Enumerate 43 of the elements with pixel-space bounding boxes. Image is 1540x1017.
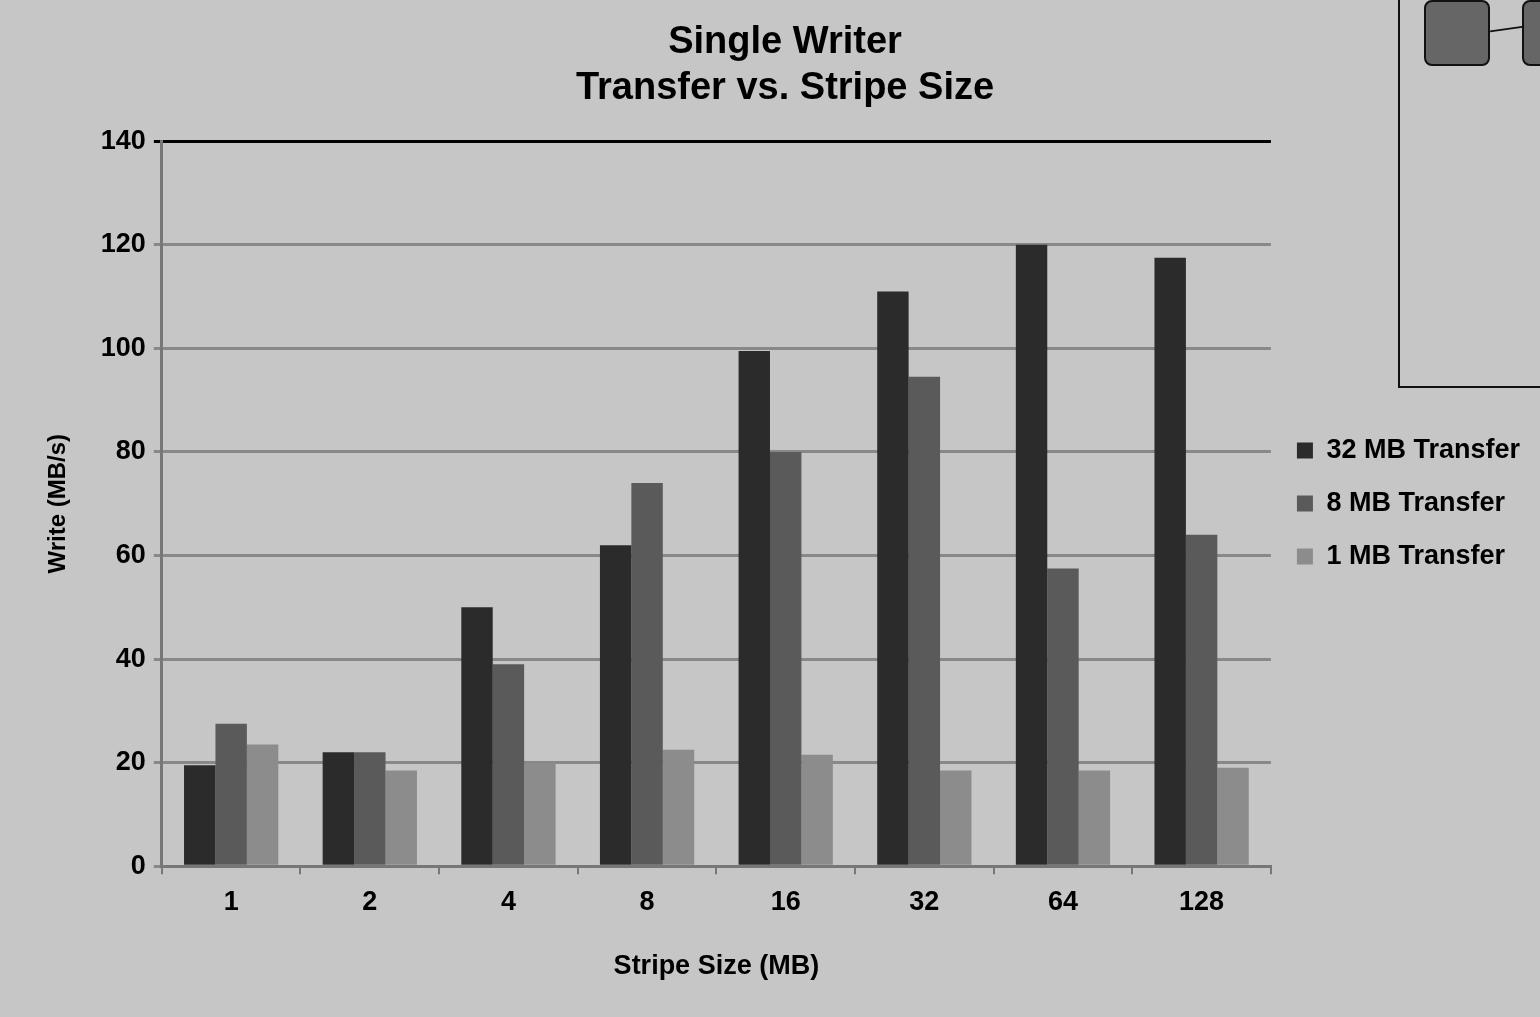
y-tick-label: 100 xyxy=(100,331,146,362)
x-tick-label: 2 xyxy=(362,885,378,916)
y-tick-label: 20 xyxy=(115,746,146,777)
bar xyxy=(1015,244,1048,865)
x-tick-label: 32 xyxy=(909,885,940,916)
x-tick-label: 4 xyxy=(500,885,516,916)
x-axis-title: Stripe Size (MB) xyxy=(613,950,820,981)
x-tick-label: 1 xyxy=(223,885,239,916)
legend-label: 32 MB Transfer xyxy=(1326,433,1521,464)
bar xyxy=(1217,767,1249,865)
bar xyxy=(385,770,417,865)
y-tick-label: 60 xyxy=(115,538,146,569)
text: Transfer vs. Stripe Size xyxy=(575,64,995,107)
bar xyxy=(354,752,386,865)
legend-label: 1 MB Transfer xyxy=(1326,539,1506,570)
y-tick-label: 80 xyxy=(115,435,146,466)
x-tick-label: 8 xyxy=(639,885,655,916)
text: Single Writer xyxy=(668,19,902,62)
bar xyxy=(940,770,972,865)
bar xyxy=(184,765,216,865)
bar xyxy=(599,545,632,865)
bar xyxy=(769,451,802,865)
bar xyxy=(1047,568,1079,865)
bar xyxy=(738,350,770,865)
legend-label: 8 MB Transfer xyxy=(1326,486,1506,517)
x-tick-label: 16 xyxy=(770,885,801,916)
bar xyxy=(908,376,941,865)
bar xyxy=(877,291,909,865)
y-axis-title: Write (MB/s) xyxy=(43,433,71,574)
x-tick-label: 128 xyxy=(1179,885,1225,916)
bar xyxy=(1078,770,1111,865)
bar xyxy=(492,664,525,865)
x-tick-label: 64 xyxy=(1047,885,1078,916)
bar xyxy=(322,752,355,865)
y-tick-label: 40 xyxy=(115,642,146,673)
bar xyxy=(631,482,663,865)
bar xyxy=(461,607,493,865)
y-tick-label: 140 xyxy=(100,124,146,155)
bar xyxy=(1154,257,1186,865)
bar xyxy=(1185,534,1218,865)
bar xyxy=(215,723,247,865)
y-tick-label: 0 xyxy=(130,849,146,880)
y-tick-label: 120 xyxy=(100,228,146,259)
